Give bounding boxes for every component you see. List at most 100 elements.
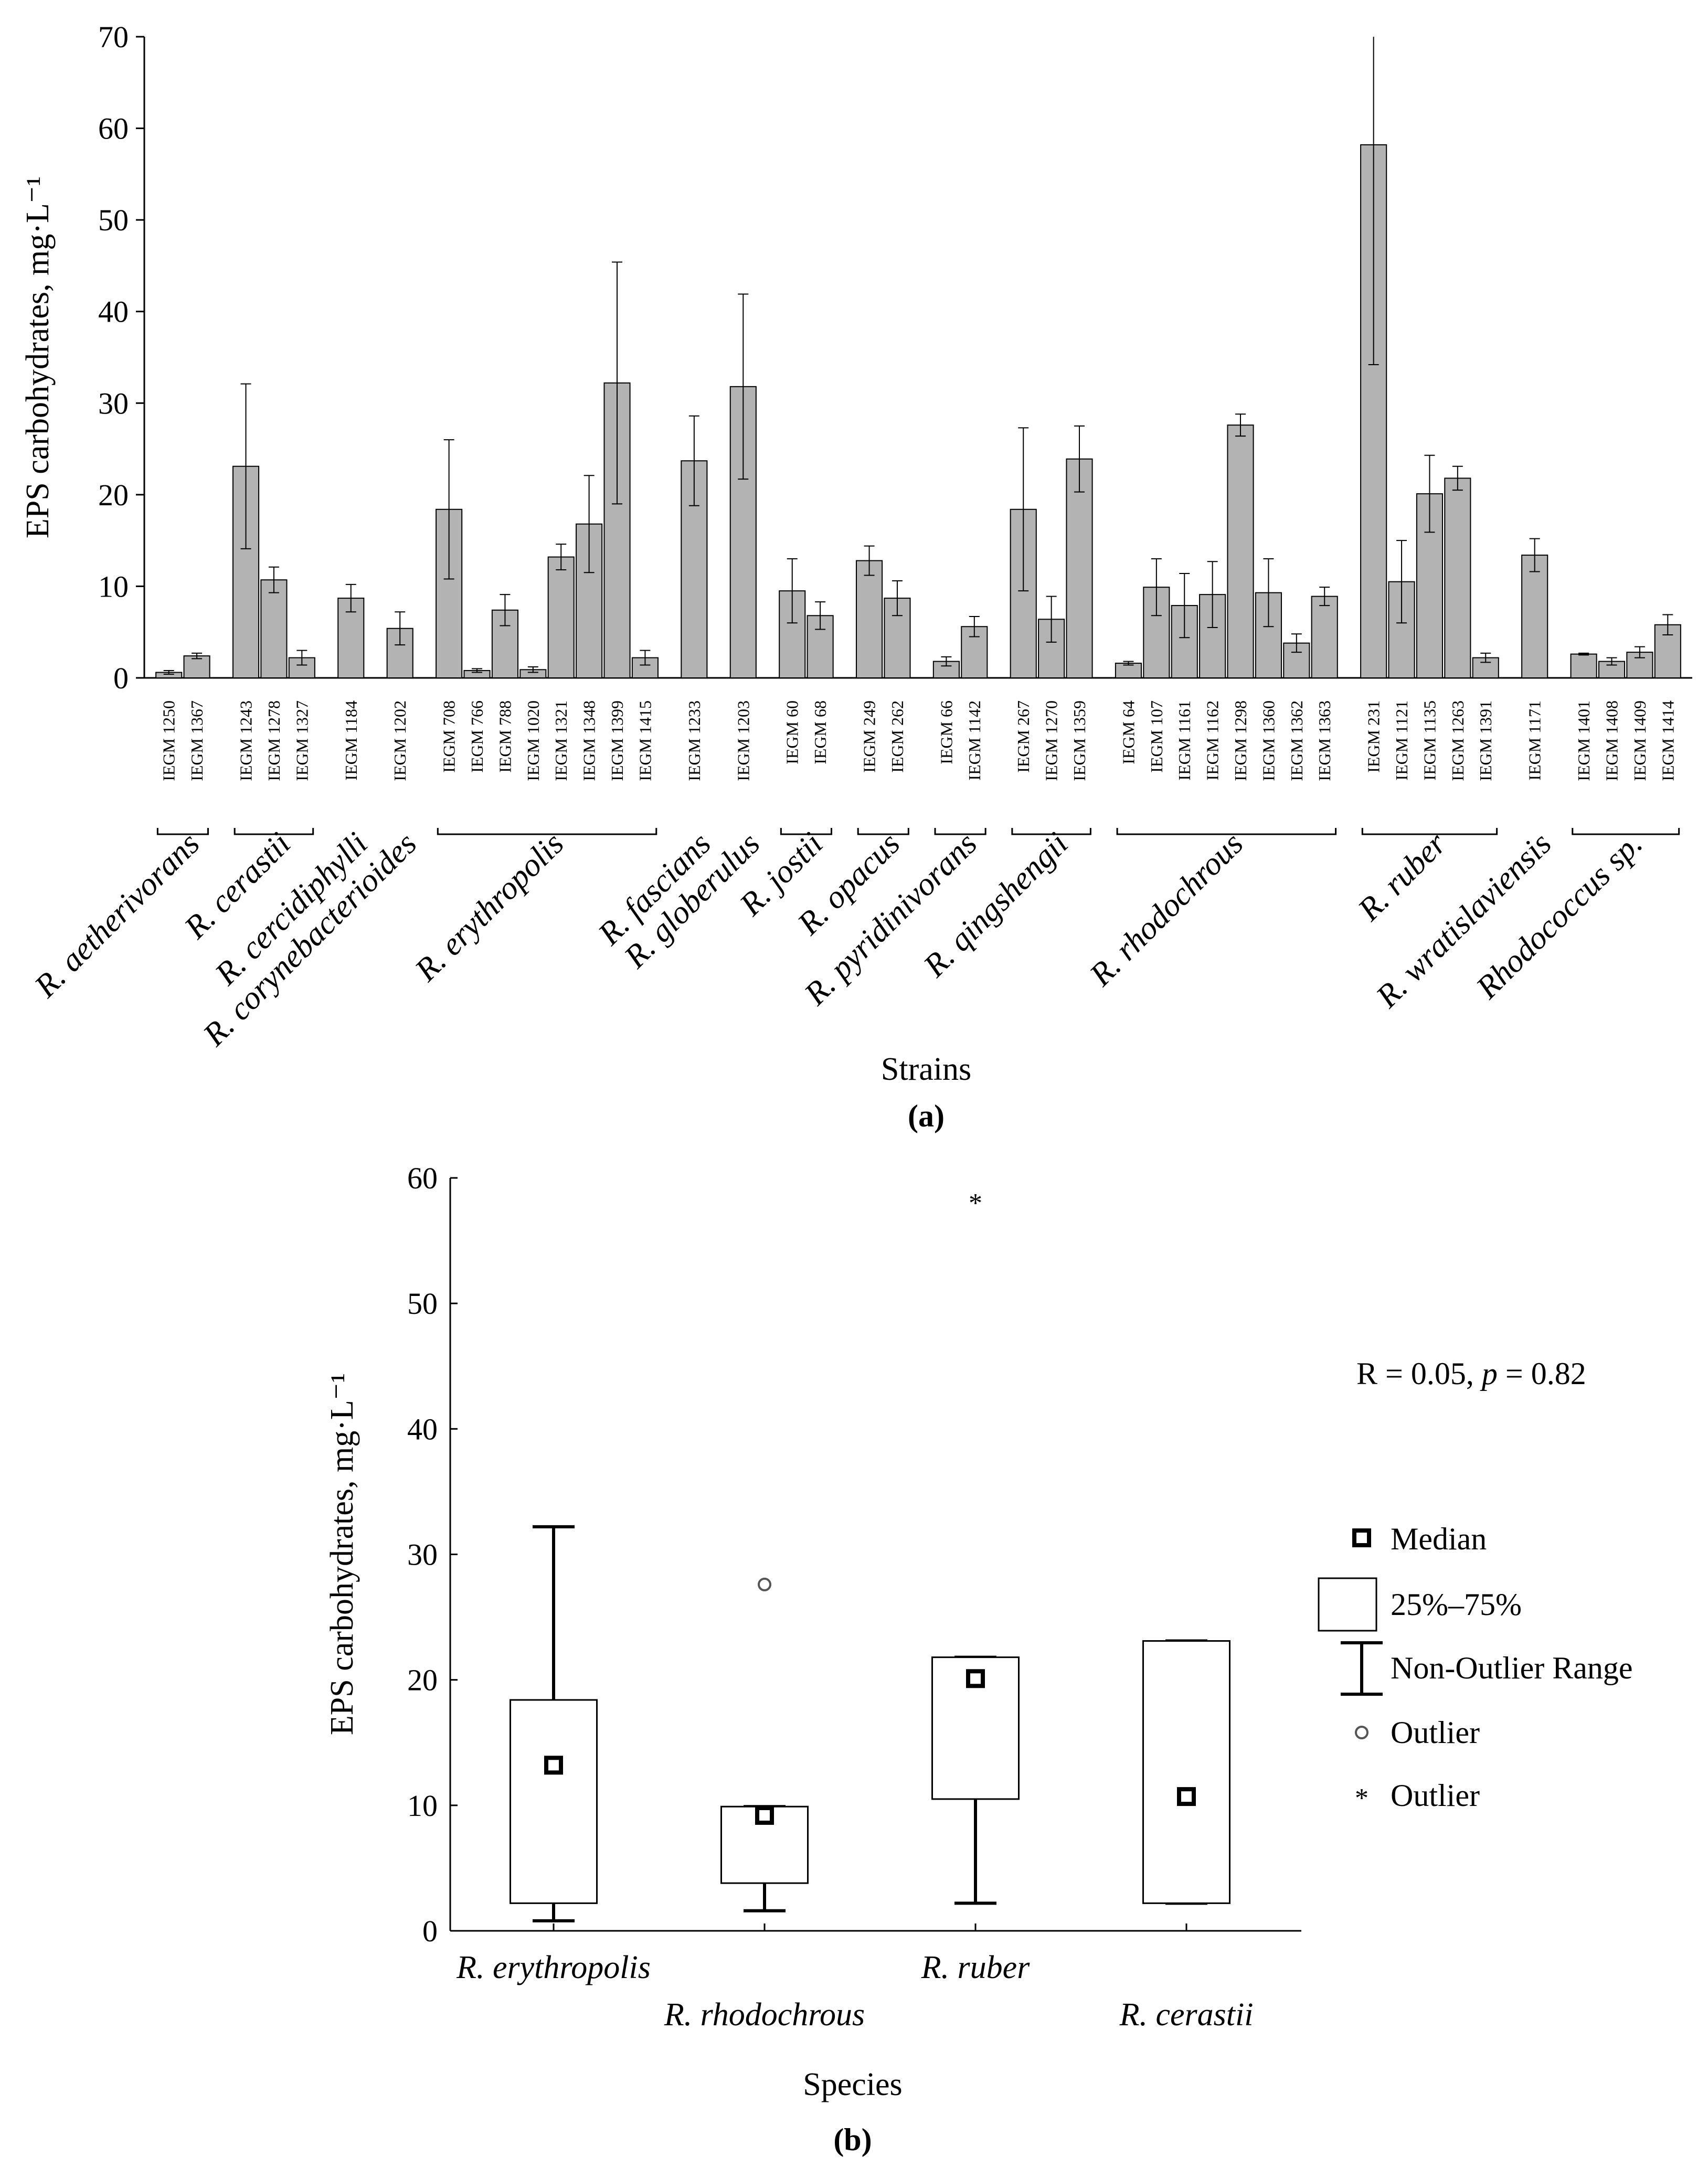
species-label-r-corynebacterioides: R. corynebacterioides	[196, 826, 423, 1053]
strain-label: IEGM 1401	[1574, 700, 1593, 781]
strain-label: IEGM 788	[495, 700, 514, 773]
panel-b-y-tick-label: 10	[407, 1789, 438, 1823]
median-marker	[755, 1805, 774, 1825]
strain-label: IEGM 708	[440, 700, 459, 773]
median-marker	[544, 1756, 563, 1775]
strain-label: IEGM 1367	[187, 700, 206, 781]
strain-label: IEGM 1414	[1658, 700, 1677, 781]
panel-a-y-tick-label: 50	[98, 203, 129, 237]
strain-label: IEGM 1415	[635, 700, 654, 781]
species-label-r-ruber: R. ruber	[1351, 825, 1454, 928]
species-label-rhodococcus-sp: Rhodococcus sp.	[1469, 826, 1649, 1006]
species-label-r-ruber: R. ruber	[921, 1950, 1031, 1985]
strain-label: IEGM 1360	[1259, 700, 1278, 781]
species-label-r-rhodochrous: R. rhodochrous	[664, 1997, 865, 2033]
strain-label: IEGM 1362	[1287, 700, 1306, 781]
panel-a-y-tick-label: 20	[98, 478, 129, 512]
bar-iegm-1359	[1066, 458, 1093, 678]
panel-a-x-axis-title: Strains	[881, 1051, 971, 1087]
bar-iegm-1321	[547, 556, 575, 678]
strain-label: IEGM 1408	[1603, 700, 1621, 781]
panel-b-y-tick-label: 30	[407, 1538, 438, 1572]
strain-label: IEGM 1020	[524, 700, 543, 781]
strain-label: IEGM 64	[1119, 700, 1138, 764]
strain-label: IEGM 1363	[1315, 700, 1334, 781]
legend-label-range: Non-Outlier Range	[1391, 1651, 1633, 1685]
strain-label: IEGM 1171	[1525, 700, 1544, 781]
panel-a-strain-labels: IEGM 1250 IEGM 1367 IEGM 1243 IEGM 1278 IEGM…	[160, 700, 1678, 781]
strain-label: IEGM 1184	[342, 700, 360, 781]
strain-label: IEGM 60	[783, 700, 802, 764]
legend-outlier-star-icon: *	[1355, 1783, 1368, 1813]
strain-label: IEGM 1243	[237, 700, 256, 781]
bar-iegm-1263	[1444, 477, 1471, 678]
group-bracket	[934, 828, 986, 835]
species-label-r-erythropolis: R. erythropolis	[408, 826, 570, 988]
strain-label: IEGM 1298	[1231, 700, 1250, 781]
panel-b-y-tick-label: 40	[407, 1412, 438, 1446]
group-bracket	[1011, 828, 1091, 835]
strain-label: IEGM 1348	[580, 700, 599, 781]
strain-label: IEGM 1399	[608, 700, 627, 781]
strain-label: IEGM 249	[860, 700, 879, 773]
strain-label: IEGM 1233	[685, 700, 704, 781]
strain-label: IEGM 766	[468, 700, 486, 773]
panel-b-y-axis-title: EPS carbohydrates, mg·L⁻¹	[324, 1373, 360, 1735]
panel-a-y-tick-label: 30	[98, 386, 129, 420]
bar-iegm-1414	[1654, 624, 1681, 678]
group-bracket	[857, 828, 909, 835]
box-iqr-r-cerastii	[1142, 1640, 1230, 1904]
group-bracket	[156, 828, 209, 835]
legend-label-box: 25%–75%	[1391, 1587, 1522, 1622]
bar-iegm-1278	[260, 579, 288, 679]
strain-label: IEGM 1270	[1042, 700, 1061, 781]
panel-b-box-plot: 0 10 20 30 40 50 60 * R. erythropolis R. rhodoc…	[324, 1161, 1633, 2157]
panel-a-y-axis-title: EPS carbohydrates, mg·L⁻¹	[20, 176, 56, 538]
strain-label: IEGM 1278	[264, 700, 283, 781]
strain-label: IEGM 1327	[292, 700, 311, 781]
panel-b-species-labels: R. erythropolis R. rhodochrous R. ruber R. …	[456, 1950, 1253, 2033]
panel-b-boxes: *	[510, 1188, 1230, 1931]
strain-label: IEGM 1162	[1203, 700, 1222, 781]
strain-label: IEGM 1121	[1392, 700, 1411, 781]
legend-median-icon	[1352, 1528, 1371, 1547]
species-label-r-erythropolis: R. erythropolis	[456, 1950, 651, 1985]
panel-a-y-tick-label: 40	[98, 295, 129, 329]
correlation-p-value: = 0.82	[1498, 1356, 1586, 1391]
legend-box-icon	[1318, 1577, 1377, 1632]
strain-label: IEGM 1135	[1420, 700, 1439, 781]
strain-label: IEGM 1359	[1070, 700, 1089, 781]
box-iqr-r-erythropolis	[510, 1699, 598, 1904]
median-marker	[966, 1669, 985, 1688]
species-label-r-rhodochrous: R. rhodochrous	[1083, 826, 1250, 993]
strain-label: IEGM 1263	[1448, 700, 1467, 781]
group-bracket	[1361, 828, 1498, 835]
strain-label: IEGM 1321	[551, 700, 570, 781]
bar-iegm-1298	[1227, 424, 1254, 678]
panel-b-y-axis: 0 10 20 30 40 50 60	[407, 1161, 458, 1948]
group-bracket	[780, 828, 832, 835]
panel-b-y-tick-label: 50	[407, 1287, 438, 1321]
legend-label-outlier-star: Outlier	[1391, 1778, 1480, 1813]
panel-a-y-tick-label: 10	[98, 569, 129, 603]
bar-iegm-1401	[1570, 653, 1597, 679]
strain-label: IEGM 262	[888, 700, 907, 773]
strain-label: IEGM 1391	[1476, 700, 1495, 781]
panel-b-legend: Median 25%–75% Non-Outlier Range Outlier * Ou…	[1318, 1522, 1633, 1813]
legend-outlier-circle-icon	[1355, 1726, 1368, 1739]
bar-iegm-1171	[1521, 555, 1548, 679]
panel-b-y-tick-label: 20	[407, 1663, 438, 1697]
correlation-r: R = 0.05,	[1356, 1356, 1482, 1391]
outlier-star: *	[969, 1188, 982, 1218]
median-marker	[1177, 1787, 1196, 1806]
panel-a-y-tick-label: 70	[98, 20, 129, 54]
strain-label: IEGM 66	[937, 700, 956, 764]
bar-iegm-1363	[1311, 596, 1338, 679]
bar-iegm-1367	[183, 655, 210, 679]
panel-b-label: (b)	[833, 2122, 872, 2157]
strain-label: IEGM 1142	[965, 700, 984, 781]
correlation-annotation: R = 0.05, p = 0.82	[1356, 1356, 1586, 1391]
